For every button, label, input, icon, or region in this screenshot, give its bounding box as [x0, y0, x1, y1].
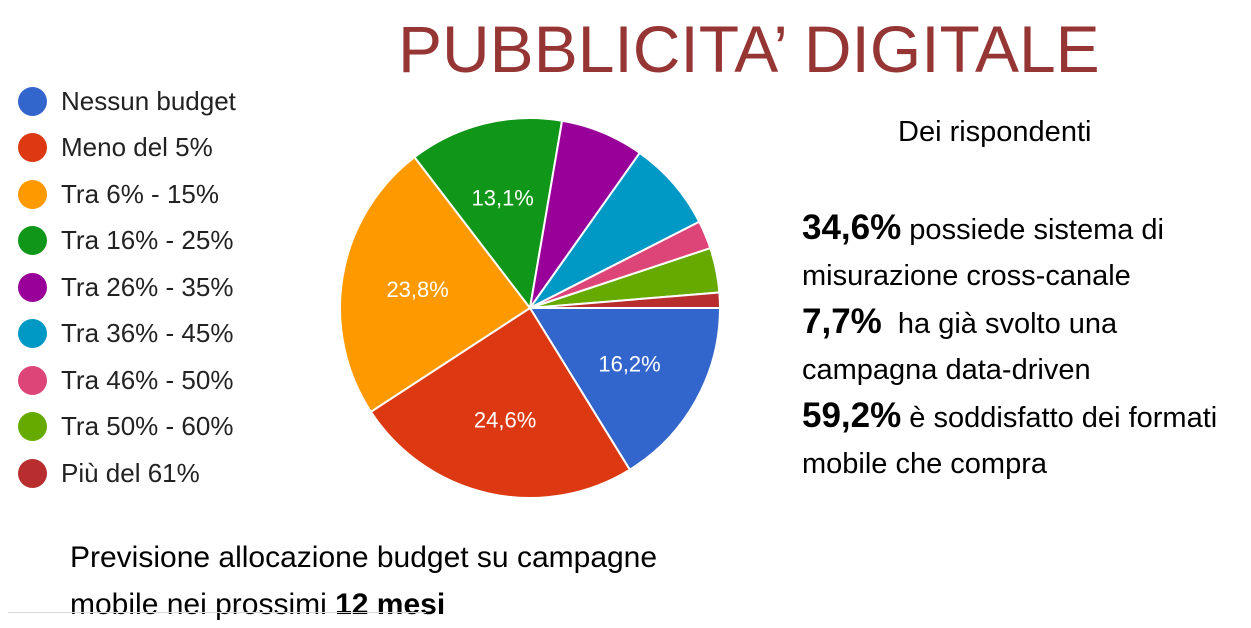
- legend-label: Meno del 5%: [61, 132, 213, 163]
- legend-item: Tra 50% - 60%: [18, 404, 236, 451]
- legend-swatch-icon: [18, 226, 47, 256]
- stat-text: possiede sistema di misurazione cross-ca…: [802, 214, 1164, 292]
- stat-cross-channel: 34,6% possiede sistema di misurazione cr…: [802, 205, 1232, 299]
- caption-bold: 12 mesi: [335, 588, 446, 621]
- respondents-heading: Dei rispondenti: [898, 116, 1092, 148]
- legend-label: Più del 61%: [61, 457, 200, 488]
- slice-label: 23,8%: [386, 277, 448, 302]
- divider: [8, 612, 426, 613]
- legend-label: Tra 46% - 50%: [61, 364, 234, 395]
- legend-item: Nessun budget: [18, 78, 236, 125]
- stat-mobile-formats: 59,2% è soddisfatto dei formati mobile c…: [802, 393, 1232, 487]
- slice-label: 16,2%: [598, 352, 660, 377]
- legend-item: Meno del 5%: [18, 125, 236, 172]
- legend-item: Tra 16% - 25%: [18, 218, 236, 265]
- chart-legend: Nessun budget Meno del 5% Tra 6% - 15% Tra …: [18, 78, 236, 497]
- pie-slice: [413, 117, 564, 311]
- stat-value: 59,2%: [802, 396, 902, 435]
- legend-label: Tra 50% - 60%: [61, 411, 234, 442]
- pie-slice: [529, 151, 701, 309]
- stat-value: 34,6%: [802, 208, 902, 247]
- legend-label: Tra 36% - 45%: [61, 318, 234, 349]
- legend-swatch-icon: [18, 319, 47, 349]
- stat-data-driven: 7,7% ha già svolto una campagna data-dri…: [802, 299, 1232, 393]
- legend-label: Nessun budget: [61, 85, 236, 116]
- legend-label: Tra 26% - 35%: [61, 271, 234, 302]
- legend-item: Più del 61%: [18, 450, 236, 497]
- chart-caption: Previsione allocazione budget su campagn…: [70, 534, 730, 628]
- pie-slice: [528, 307, 722, 472]
- stat-value: 7,7%: [802, 302, 882, 341]
- page-title: PUBBLICITA’ DIGITALE: [398, 12, 1100, 86]
- legend-swatch-icon: [18, 86, 47, 116]
- pie-chart: 16,2% 24,6% 23,8% 13,1%: [339, 117, 722, 499]
- stat-text: ha già svolto una campagna data-driven: [802, 308, 1126, 386]
- legend-swatch-icon: [18, 272, 47, 302]
- stat-text: è soddisfatto dei formati mobile che com…: [802, 402, 1218, 480]
- legend-swatch-icon: [18, 458, 47, 488]
- pie-slice: [339, 155, 532, 414]
- slice-label: 24,6%: [474, 407, 536, 432]
- legend-label: Tra 16% - 25%: [61, 225, 234, 256]
- legend-swatch-icon: [18, 412, 47, 442]
- legend-swatch-icon: [18, 365, 47, 395]
- legend-item: Tra 46% - 50%: [18, 357, 236, 404]
- legend-swatch-icon: [18, 179, 47, 209]
- legend-item: Tra 36% - 45%: [18, 311, 236, 358]
- legend-item: Tra 6% - 15%: [18, 171, 236, 218]
- caption-text: Previsione allocazione budget su campagn…: [70, 541, 658, 621]
- slice-label: 13,1%: [471, 185, 533, 210]
- pie-slice: [369, 306, 632, 499]
- stats-list: 34,6% possiede sistema di misurazione cr…: [802, 205, 1232, 487]
- legend-swatch-icon: [18, 133, 47, 163]
- legend-item: Tra 26% - 35%: [18, 264, 236, 311]
- legend-label: Tra 6% - 15%: [61, 178, 219, 209]
- pie-slice: [529, 291, 722, 309]
